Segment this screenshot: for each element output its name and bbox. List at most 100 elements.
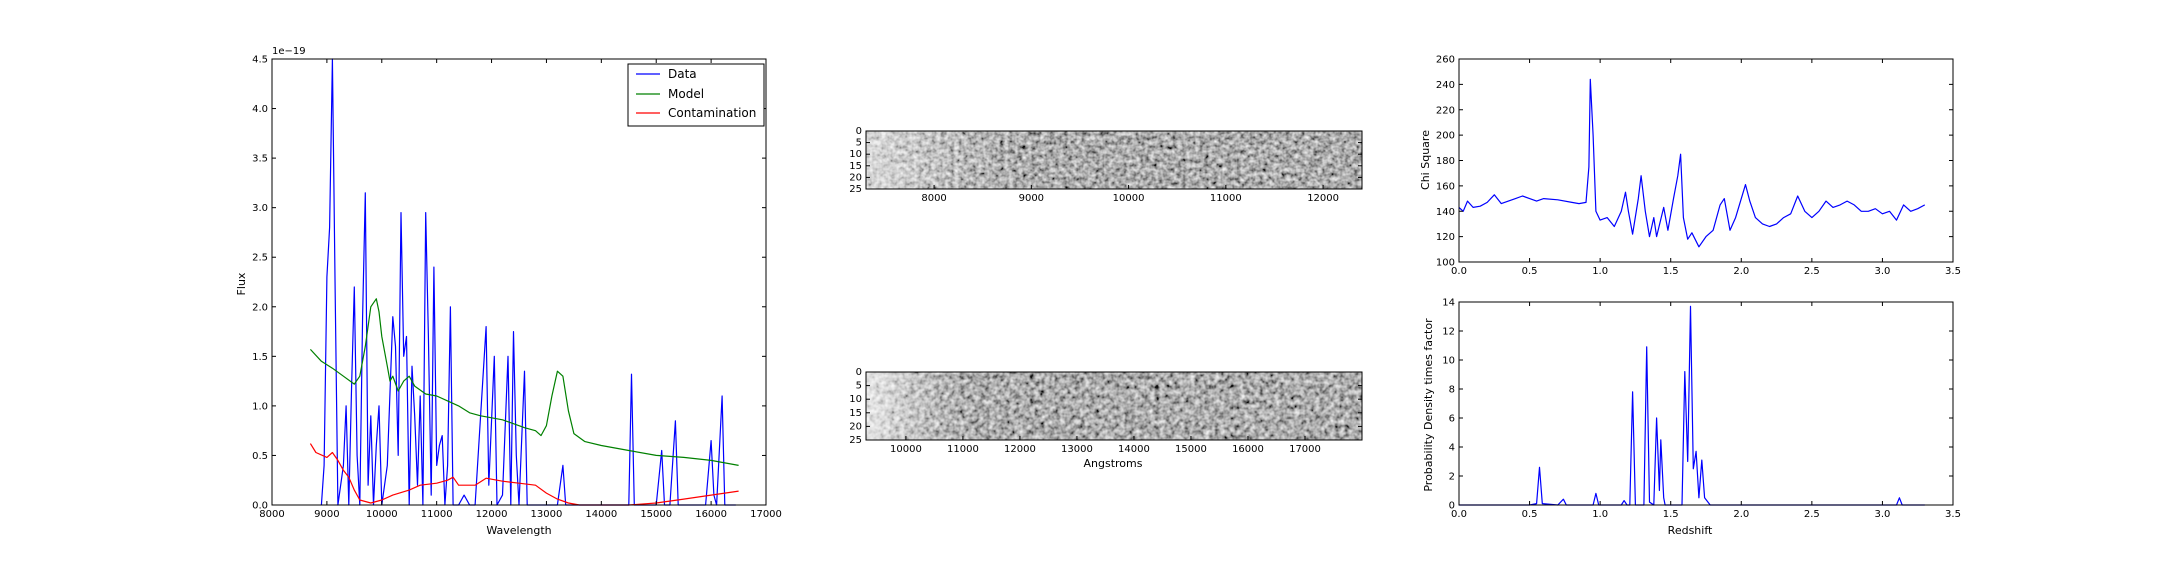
y-tick-label: 0.0 bbox=[252, 501, 268, 512]
x-tick-label: 9000 bbox=[314, 509, 339, 520]
x-tick-label: 1.0 bbox=[1592, 266, 1608, 277]
y-tick-label: 8 bbox=[1449, 385, 1455, 396]
x-axis-label: Redshift bbox=[1668, 524, 1713, 537]
y-tick-label: 2.5 bbox=[252, 253, 268, 264]
y-tick-label: 200 bbox=[1436, 131, 1455, 142]
bottom-2d-spectrum-highlight bbox=[866, 372, 1362, 440]
chi-square-panel: 0.0 0.5 1.0 1.5 2.0 2.5 3.0 3.5 100 120 140 160 180 2… bbox=[1419, 55, 1961, 278]
y-tick-label: 25 bbox=[849, 184, 862, 195]
series-line-model bbox=[309, 298, 739, 466]
x-tick-label: 15000 bbox=[640, 509, 672, 520]
y-tick-label: 15 bbox=[849, 408, 862, 419]
x-tick-label: 10000 bbox=[1113, 193, 1145, 204]
probability-density-panel: 0.0 0.5 1.0 1.5 2.0 2.5 3.0 3.5 0 2 4 6 8 10 12 14 Reds… bbox=[1422, 298, 1961, 538]
y-tick-label: 140 bbox=[1436, 207, 1455, 218]
x-tick-label: 0.0 bbox=[1451, 266, 1467, 277]
y-tick-label: 10 bbox=[1442, 356, 1455, 367]
y-axis-label: Chi Square bbox=[1419, 130, 1432, 190]
x-tick-label: 2.0 bbox=[1733, 266, 1749, 277]
flux-offset-label: 1e−19 bbox=[272, 46, 306, 57]
y-tick-label: 240 bbox=[1436, 80, 1455, 91]
legend-data-label: Data bbox=[668, 67, 697, 81]
x-tick-label: 3.5 bbox=[1945, 266, 1961, 277]
x-tick-label: 16000 bbox=[1232, 444, 1264, 455]
x-axis-label: Wavelength bbox=[486, 524, 551, 537]
x-tick-label: 0.0 bbox=[1451, 509, 1467, 520]
legend-contamination-label: Contamination bbox=[668, 106, 756, 120]
plot-frame bbox=[1458, 58, 1954, 263]
y-tick-label: 15 bbox=[849, 161, 862, 172]
y-tick-label: 5 bbox=[856, 138, 862, 149]
y-tick-label: 1.0 bbox=[252, 401, 268, 412]
legend-model-label: Model bbox=[668, 87, 704, 101]
x-tick-label: 1.5 bbox=[1663, 266, 1679, 277]
x-tick-label: 11000 bbox=[1210, 193, 1242, 204]
x-tick-label: 17000 bbox=[750, 509, 782, 520]
plot-frame bbox=[1458, 301, 1954, 506]
y-tick-label: 20 bbox=[849, 421, 862, 432]
x-tick-label: 9000 bbox=[1019, 193, 1044, 204]
x-tick-label: 10000 bbox=[890, 444, 922, 455]
y-tick-label: 1.5 bbox=[252, 352, 268, 363]
x-tick-label: 10000 bbox=[366, 509, 398, 520]
y-tick-label: 4.5 bbox=[252, 55, 268, 66]
y-tick-label: 2 bbox=[1449, 472, 1455, 483]
y-tick-label: 3.5 bbox=[252, 154, 268, 165]
series-line-0 bbox=[1458, 78, 1926, 248]
y-tick-label: 4 bbox=[1449, 443, 1455, 454]
y-tick-label: 0.5 bbox=[252, 451, 268, 462]
y-tick-label: 10 bbox=[849, 149, 862, 160]
x-tick-label: 1.5 bbox=[1663, 509, 1679, 520]
y-tick-label: 180 bbox=[1436, 156, 1455, 167]
x-tick-label: 12000 bbox=[1004, 444, 1036, 455]
x-tick-label: 14000 bbox=[1118, 444, 1150, 455]
y-tick-label: 20 bbox=[849, 172, 862, 183]
x-tick-label: 11000 bbox=[947, 444, 979, 455]
y-axis-label: Probability Density times factor bbox=[1422, 318, 1435, 492]
y-tick-label: 10 bbox=[849, 394, 862, 405]
y-tick-label: 160 bbox=[1436, 181, 1455, 192]
x-tick-label: 1.0 bbox=[1592, 509, 1608, 520]
bottom-2d-spectrum-panel: 10000 11000 12000 13000 14000 15000 16000 17000… bbox=[849, 367, 1363, 470]
y-tick-label: 5 bbox=[856, 381, 862, 392]
y-tick-label: 0 bbox=[1449, 501, 1455, 512]
x-axis-label: Angstroms bbox=[1084, 457, 1143, 470]
x-tick-label: 3.0 bbox=[1874, 266, 1890, 277]
spectrum-panel: 8000 9000 10000 11000 12000 13000 14000 15000 16… bbox=[235, 46, 782, 537]
x-tick-label: 8000 bbox=[259, 509, 284, 520]
y-tick-label: 12 bbox=[1442, 327, 1455, 338]
series-line-0 bbox=[1459, 305, 1925, 506]
plot-frame bbox=[271, 58, 767, 506]
y-tick-label: 120 bbox=[1436, 232, 1455, 243]
x-tick-label: 11000 bbox=[421, 509, 453, 520]
x-tick-label: 0.5 bbox=[1522, 509, 1538, 520]
y-tick-label: 0 bbox=[856, 126, 862, 137]
x-tick-label: 3.0 bbox=[1874, 509, 1890, 520]
x-tick-label: 2.5 bbox=[1804, 266, 1820, 277]
y-tick-label: 0 bbox=[856, 367, 862, 378]
plot-frame bbox=[865, 371, 1363, 441]
x-tick-label: 12000 bbox=[476, 509, 508, 520]
x-tick-label: 2.5 bbox=[1804, 509, 1820, 520]
x-tick-label: 2.0 bbox=[1733, 509, 1749, 520]
x-tick-label: 16000 bbox=[695, 509, 727, 520]
x-tick-label: 15000 bbox=[1175, 444, 1207, 455]
x-tick-label: 12000 bbox=[1307, 193, 1339, 204]
plot-frame bbox=[865, 130, 1363, 190]
y-tick-label: 25 bbox=[849, 435, 862, 446]
x-tick-label: 14000 bbox=[585, 509, 617, 520]
x-tick-label: 13000 bbox=[531, 509, 563, 520]
spectrum-legend: Data Model Contamination bbox=[627, 63, 765, 127]
y-axis-label: Flux bbox=[235, 272, 248, 295]
x-tick-label: 8000 bbox=[921, 193, 946, 204]
y-tick-label: 100 bbox=[1436, 258, 1455, 269]
y-tick-label: 4.0 bbox=[252, 104, 268, 115]
y-tick-label: 3.0 bbox=[252, 203, 268, 214]
y-tick-label: 14 bbox=[1442, 298, 1455, 309]
y-tick-label: 2.0 bbox=[252, 302, 268, 313]
x-tick-label: 17000 bbox=[1289, 444, 1321, 455]
y-tick-label: 260 bbox=[1436, 55, 1455, 66]
x-tick-label: 13000 bbox=[1061, 444, 1093, 455]
